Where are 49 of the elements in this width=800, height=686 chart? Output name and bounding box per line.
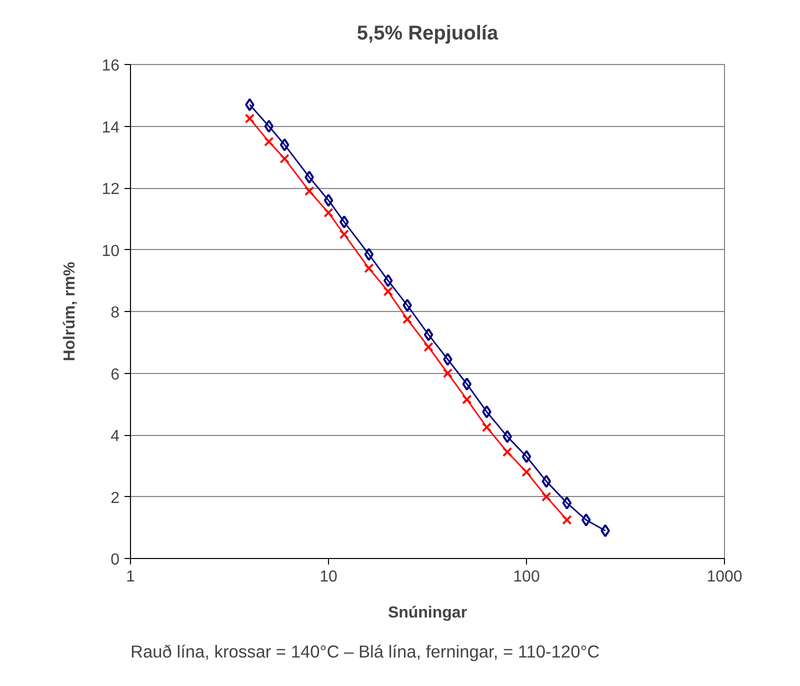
point [383,274,393,288]
chart-title: 5,5% Repjuolía [356,22,499,44]
point [443,352,452,366]
point [324,208,334,218]
point [304,170,314,184]
point [402,314,412,324]
y-axis-title: Holrúm, rm% [62,262,79,362]
point [502,430,512,444]
point [324,194,334,207]
point [482,405,492,418]
point [264,120,274,133]
point [482,422,492,432]
point [462,378,472,391]
point [402,298,412,312]
y-tick-label: 0 [110,552,120,568]
y-tick-label: 6 [110,366,120,384]
point [245,98,254,112]
y-tick-label: 2 [110,490,120,507]
y-tick-label: 10 [102,242,120,260]
point [542,474,552,488]
point [424,328,434,342]
point [581,513,591,526]
y-tick-label: 16 [102,58,120,74]
point [264,136,274,147]
point [541,492,552,502]
point [442,368,453,378]
point [562,515,572,525]
point [462,394,472,404]
x-tick-label: 100 [513,568,540,586]
point [522,467,532,477]
point [383,286,393,296]
point [502,447,512,457]
point [364,263,374,274]
point [364,248,374,261]
point [522,450,532,464]
y-tick-label: 12 [102,181,120,198]
point [304,186,314,196]
point [600,524,610,538]
y-tick-label: 8 [110,304,120,322]
x-tick-label: 10 [320,568,338,586]
point [424,342,434,352]
x-axis-title: Snúningar [388,604,468,622]
point [562,496,572,510]
point [244,114,255,124]
x-tick-label: 1 [126,568,136,586]
y-tick-label: 4 [110,428,120,445]
y-tick-label: 14 [102,119,120,136]
x-tick-label: 1000 [706,568,742,586]
text: Rauð lína, krossar = 140°C – Blá lína, ferningar, = 110-120°C [130,642,600,662]
